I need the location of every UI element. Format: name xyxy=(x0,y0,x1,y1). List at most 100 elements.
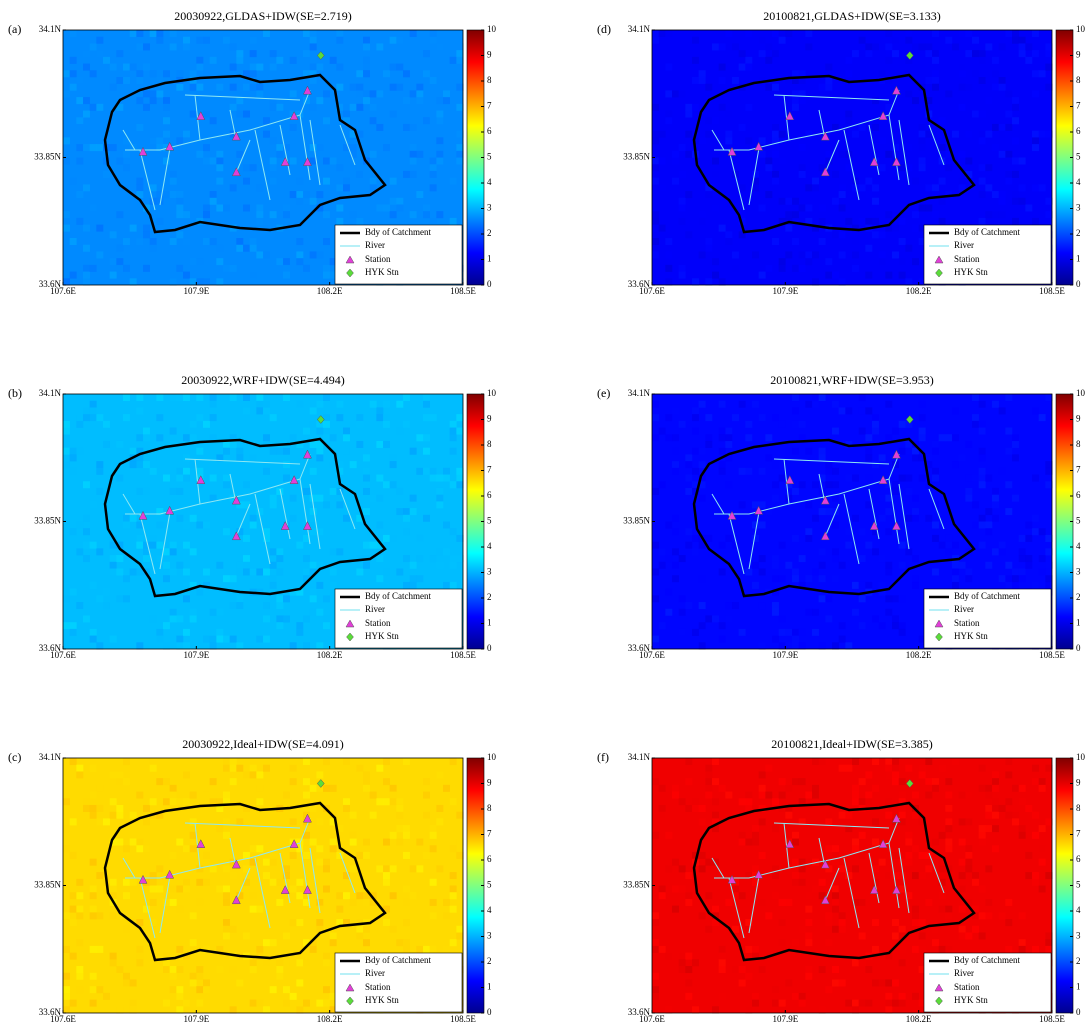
field-cell xyxy=(1005,158,1012,165)
field-cell xyxy=(230,104,237,111)
field-cell xyxy=(263,765,270,772)
field-cell xyxy=(952,434,959,441)
field-cell xyxy=(692,407,699,414)
field-cell xyxy=(150,184,157,191)
field-cell xyxy=(390,37,397,44)
field-cell xyxy=(892,872,899,879)
field-cell xyxy=(1005,562,1012,569)
field-cell xyxy=(892,932,899,939)
field-cell xyxy=(270,164,277,171)
field-cell xyxy=(303,845,310,852)
field-cell xyxy=(959,84,966,91)
field-cell xyxy=(90,973,97,980)
field-cell xyxy=(123,845,130,852)
field-cell xyxy=(659,30,666,37)
field-cell xyxy=(665,434,672,441)
field-cell xyxy=(183,629,190,636)
field-cell xyxy=(136,642,143,649)
field-cell xyxy=(865,798,872,805)
field-cell xyxy=(136,542,143,549)
field-cell xyxy=(283,394,290,401)
field-cell xyxy=(143,158,150,165)
field-cell xyxy=(143,231,150,238)
field-cell xyxy=(705,131,712,138)
field-cell xyxy=(143,852,150,859)
field-cell xyxy=(243,204,250,211)
field-cell xyxy=(792,993,799,1000)
field-cell xyxy=(919,137,926,144)
field-cell xyxy=(323,265,330,272)
field-cell xyxy=(236,97,243,104)
field-cell xyxy=(436,562,443,569)
field-cell xyxy=(919,144,926,151)
field-cell xyxy=(156,90,163,97)
field-cell xyxy=(859,582,866,589)
field-cell xyxy=(679,421,686,428)
field-cell xyxy=(110,272,117,279)
field-cell xyxy=(410,171,417,178)
field-cell xyxy=(123,238,130,245)
field-cell xyxy=(959,562,966,569)
panel-title: 20030922,GLDAS+IDW(SE=2.719) xyxy=(174,9,352,23)
field-cell xyxy=(210,642,217,649)
field-cell xyxy=(370,792,377,799)
field-cell xyxy=(116,778,123,785)
field-cell xyxy=(343,892,350,899)
field-cell xyxy=(170,428,177,435)
field-cell xyxy=(136,77,143,84)
field-cell xyxy=(136,434,143,441)
field-cell xyxy=(236,454,243,461)
field-cell xyxy=(316,1000,323,1007)
field-cell xyxy=(825,912,832,919)
field-cell xyxy=(839,151,846,158)
field-cell xyxy=(785,629,792,636)
field-cell xyxy=(772,414,779,421)
field-cell xyxy=(170,548,177,555)
field-cell xyxy=(685,131,692,138)
field-cell xyxy=(423,812,430,819)
field-cell xyxy=(872,414,879,421)
field-cell xyxy=(450,872,457,879)
field-cell xyxy=(190,973,197,980)
field-cell xyxy=(945,778,952,785)
field-cell xyxy=(919,401,926,408)
field-cell xyxy=(685,892,692,899)
field-cell xyxy=(772,1000,779,1007)
field-cell xyxy=(739,184,746,191)
field-cell xyxy=(719,428,726,435)
field-cell xyxy=(250,892,257,899)
field-cell xyxy=(785,30,792,37)
field-cell xyxy=(276,879,283,886)
field-cell xyxy=(296,178,303,185)
field-cell xyxy=(679,265,686,272)
field-cell xyxy=(745,946,752,953)
field-cell xyxy=(116,595,123,602)
field-cell xyxy=(939,765,946,772)
field-cell xyxy=(1019,43,1026,50)
field-cell xyxy=(370,542,377,549)
field-cell xyxy=(979,832,986,839)
field-cell xyxy=(745,468,752,475)
field-cell xyxy=(383,919,390,926)
field-cell xyxy=(672,434,679,441)
field-cell xyxy=(979,515,986,522)
field-cell xyxy=(376,117,383,124)
field-cell xyxy=(296,191,303,198)
field-cell xyxy=(116,245,123,252)
field-cell xyxy=(403,515,410,522)
field-cell xyxy=(772,562,779,569)
field-cell xyxy=(403,852,410,859)
field-cell xyxy=(176,475,183,482)
field-cell xyxy=(899,872,906,879)
field-cell xyxy=(979,522,986,529)
field-cell xyxy=(1045,481,1052,488)
field-cell xyxy=(450,845,457,852)
field-cell xyxy=(263,1006,270,1013)
colorbar-tick-label: 3 xyxy=(1076,567,1081,577)
field-cell xyxy=(123,77,130,84)
field-cell xyxy=(363,57,370,64)
field-cell xyxy=(83,528,90,535)
field-cell xyxy=(872,839,879,846)
field-cell xyxy=(230,966,237,973)
field-cell xyxy=(739,979,746,986)
